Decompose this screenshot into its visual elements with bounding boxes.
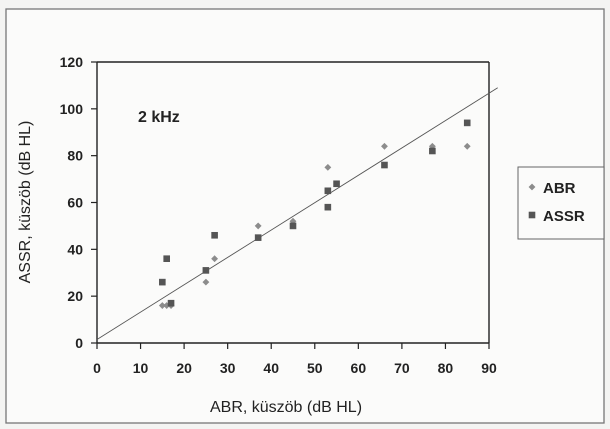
assr-point	[381, 161, 388, 169]
x-tick-label: 70	[394, 360, 410, 376]
abr-legend-label: ABR	[543, 180, 576, 197]
trendline-group	[96, 87, 498, 340]
assr-point	[463, 119, 471, 127]
y-tick-label: 120	[60, 54, 84, 70]
trendline	[96, 87, 498, 340]
assr-point	[163, 255, 170, 262]
y-tick-label: 40	[67, 241, 83, 257]
legend-box	[517, 166, 605, 240]
assr-point	[167, 299, 175, 307]
abr-point	[324, 163, 332, 171]
assr-point	[289, 222, 297, 230]
abr-legend-marker	[528, 183, 536, 191]
y-tick-label: 0	[75, 335, 83, 351]
x-tick-label: 60	[351, 360, 367, 376]
assr-legend-marker	[528, 211, 536, 219]
x-axis-title: ABR, küszöb (dB HL)	[210, 399, 362, 416]
assr-point	[254, 234, 262, 241]
data-points	[158, 119, 471, 309]
assr-point	[324, 187, 332, 195]
abr-point	[381, 142, 388, 150]
assr-point	[202, 267, 210, 274]
y-tick-label: 60	[67, 195, 83, 211]
abr-point	[202, 278, 210, 286]
abr-point	[463, 142, 471, 150]
x-tick-label: 10	[133, 360, 149, 376]
x-tick-label: 40	[263, 360, 279, 376]
y-tick-label: 100	[60, 101, 84, 117]
y-tick-label: 20	[67, 288, 83, 304]
x-ticks: 0 10 20 30 40 50 60 70 80 90	[93, 343, 497, 376]
x-tick-label: 0	[93, 360, 101, 376]
legend: ABR ASSR	[517, 166, 605, 240]
frequency-annotation: 2 kHz	[138, 109, 180, 126]
chart-frame	[5, 8, 605, 424]
assr-point	[211, 231, 218, 239]
assr-point	[429, 147, 436, 155]
abr-point	[254, 222, 262, 230]
assr-point	[324, 203, 332, 211]
y-tick-label: 80	[67, 148, 83, 164]
assr-legend-label: ASSR	[543, 208, 585, 225]
x-tick-label: 30	[220, 360, 236, 376]
x-tick-label: 20	[176, 360, 192, 376]
y-ticks: 0 20 40 60 80 100 120	[60, 54, 97, 351]
abr-point	[211, 255, 219, 263]
assr-point	[159, 278, 166, 286]
x-tick-label: 50	[307, 360, 323, 376]
legend-items: ABR ASSR	[528, 180, 585, 225]
x-tick-label: 80	[438, 360, 454, 376]
y-axis-title: ASSR, küszöb (dB HL)	[17, 121, 34, 284]
x-tick-label: 90	[481, 360, 497, 376]
assr-point	[333, 180, 340, 188]
